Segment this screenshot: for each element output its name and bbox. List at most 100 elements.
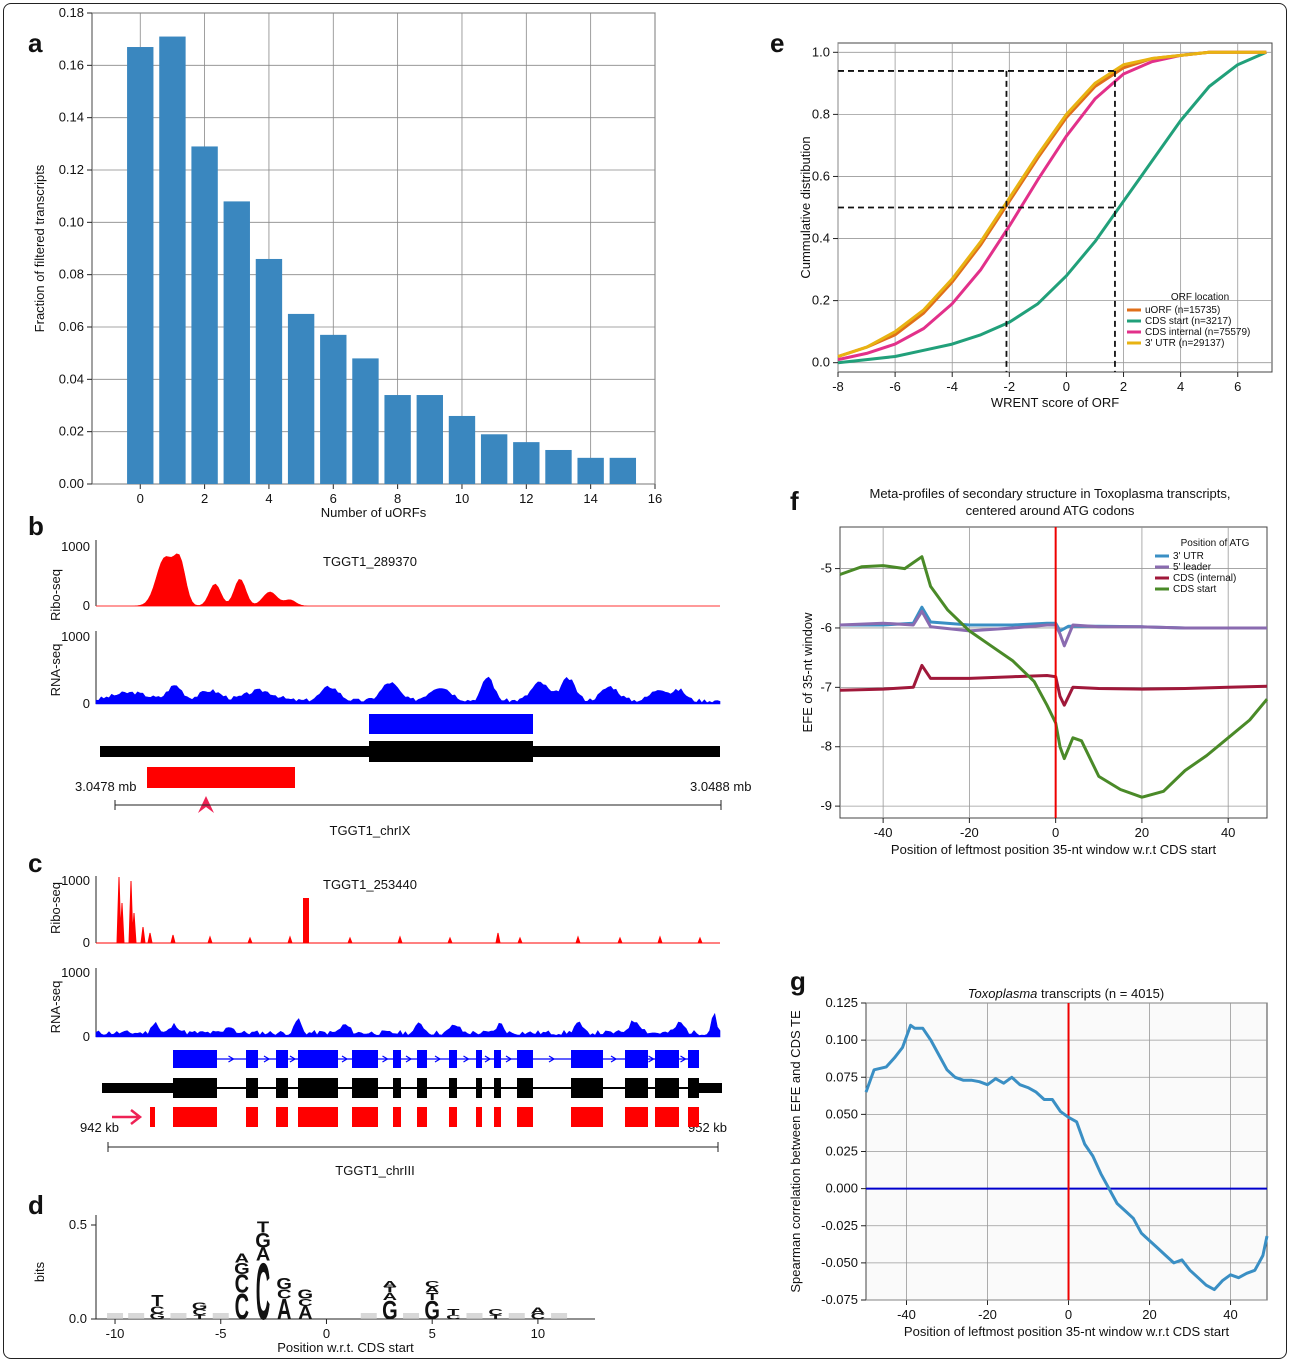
c-ribo-exon [625, 1107, 648, 1127]
f-y-axis-label: EFE of 35-nt window [800, 612, 815, 733]
d-x-axis-label: Position w.r.t. CDS start [277, 1340, 414, 1355]
a-bar [223, 201, 250, 484]
c-ribo-exon [571, 1107, 603, 1127]
a-y-tick-label: 0.10 [59, 214, 84, 229]
f-y-tick-label: -8 [820, 739, 832, 754]
d-logo-letter: A [425, 1286, 439, 1295]
a-y-axis-label: Fraction of filtered transcripts [32, 164, 47, 332]
c-intron-arrow-icon [505, 1055, 513, 1063]
g-y-tick-label: 0.075 [825, 1069, 858, 1084]
c-ribo-seq-label: Ribo-seq [48, 882, 63, 934]
panel-f-line-chart: -40 -20 0 20 40 -5 -6 -7 -8 -9 Meta-profiles of se… [800, 486, 1269, 857]
f-x-tick-label: 40 [1221, 825, 1235, 840]
a-y-tick-label: 0.02 [59, 424, 84, 439]
panel-d-sequence-logo: 0.0 0.5 -10 -5 0 5 10 Position w.r.t. CDS start… [32, 1215, 595, 1355]
g-y-tick-label: -0.025 [821, 1218, 858, 1233]
f-x-axis-label: Position of leftmost position 35-nt wind… [891, 842, 1217, 857]
b-chromosome-label: TGGT1_chrIX [330, 823, 411, 838]
a-x-tick-label: 6 [330, 491, 337, 506]
e-y-tick-label: 0.0 [812, 355, 830, 370]
d-logo-letter: G [276, 1275, 292, 1292]
g-series-line [864, 1023, 1269, 1292]
d-y-tick-label: 0.5 [69, 1217, 87, 1232]
b-gene-name: TGGT1_289370 [323, 554, 417, 569]
d-logo-letter: A [531, 1307, 545, 1316]
f-legend-label: CDS (internal) [1173, 573, 1236, 584]
a-y-tick-label: 0.08 [59, 267, 84, 282]
d-logo-letter: G [298, 1287, 314, 1302]
c-intron-arrow-icon [289, 1055, 297, 1063]
d-logo-letter: T [447, 1309, 460, 1318]
c-ribo-exon [449, 1107, 457, 1127]
d-logo-letter: G [234, 1260, 250, 1277]
a-x-tick-label: 16 [648, 491, 662, 506]
c-intron-arrow-icon [228, 1055, 235, 1063]
c-ribo-exon [173, 1107, 217, 1127]
c-intron-arrow-icon [405, 1055, 413, 1063]
d-logo-letter: A [277, 1295, 292, 1326]
c-uorf-arrow-icon [112, 1109, 143, 1125]
d-logo-letter: C [235, 1287, 249, 1328]
c-ribo-peak [303, 898, 309, 943]
g-y-tick-label: 0.025 [825, 1144, 858, 1159]
panel-c-genome-track: Ribo-seq RNA-seq 1000 0 1000 0 TGGT1_253… [48, 873, 727, 1178]
c-intron-arrow-icon [484, 1055, 492, 1063]
e-y-tick-label: 0.4 [812, 231, 830, 246]
a-y-tick-label: 0.00 [59, 476, 84, 491]
d-logo-letter: C [256, 1248, 270, 1337]
c-chromosome-label: TGGT1_chrIII [335, 1163, 414, 1178]
g-x-tick-label: -20 [978, 1307, 997, 1322]
c-ribo-max: 1000 [61, 873, 90, 888]
c-rna-max: 1000 [61, 965, 90, 980]
d-low-info-stack [128, 1313, 145, 1319]
c-rna-signal [95, 1012, 721, 1038]
d-logo-letter: G [150, 1312, 166, 1321]
d-low-info-stack [360, 1313, 377, 1319]
g-y-tick-label: 0.050 [825, 1106, 858, 1121]
e-y-tick-label: 0.6 [812, 168, 830, 183]
a-x-tick-label: 8 [394, 491, 401, 506]
d-low-info-stack [403, 1313, 420, 1319]
c-intron-arrow-icon [341, 1055, 349, 1063]
b-rna-seq-label: RNA-seq [48, 644, 63, 697]
f-legend-title: Position of ATG [1181, 538, 1250, 549]
c-start-coordinate: 942 kb [80, 1120, 119, 1135]
d-logo-letter: C [531, 1312, 545, 1321]
c-ribo-exon [298, 1107, 338, 1127]
c-intron-arrow-icon [680, 1055, 687, 1063]
panel-label-c: c [28, 848, 42, 878]
g-x-tick-label: 0 [1065, 1307, 1072, 1322]
c-intron-arrow-icon [648, 1055, 655, 1063]
a-y-tick-label: 0.06 [59, 319, 84, 334]
d-logo-letter: G [424, 1295, 440, 1324]
panel-label-b: b [28, 511, 44, 541]
g-x-tick-label: 40 [1223, 1307, 1237, 1322]
d-logo-letter: G [192, 1301, 208, 1312]
e-y-tick-label: 0.8 [812, 106, 830, 121]
d-logo-letter: C [425, 1280, 439, 1289]
d-x-tick-label: 10 [531, 1326, 545, 1341]
e-x-tick-label: -6 [889, 379, 901, 394]
c-uorf-block [150, 1107, 155, 1127]
figure-frame [3, 3, 1287, 1359]
b-start-coordinate: 3.0478 mb [75, 779, 136, 794]
e-legend-label: CDS start (n=3217) [1145, 316, 1231, 327]
a-bar [287, 313, 315, 484]
c-ribo-exon [393, 1107, 401, 1127]
e-x-tick-label: 6 [1234, 379, 1241, 394]
b-rna-zero: 0 [83, 696, 90, 711]
c-intron-arrow-icon [434, 1055, 442, 1063]
panel-label-a: a [28, 28, 43, 58]
a-bar [513, 442, 540, 484]
c-ribo-exon [688, 1107, 699, 1127]
panel-label-f: f [790, 486, 799, 516]
a-bar [127, 47, 154, 485]
f-y-tick-label: -6 [820, 620, 832, 635]
c-gene-name: TGGT1_253440 [323, 877, 417, 892]
f-x-tick-label: -40 [874, 825, 893, 840]
a-y-tick-label: 0.18 [59, 5, 84, 20]
d-logo-letter: A [298, 1304, 313, 1324]
d-x-tick-label: 0 [323, 1326, 330, 1341]
f-title-line-2: centered around ATG codons [966, 503, 1135, 518]
panel-label-e: e [770, 28, 784, 58]
